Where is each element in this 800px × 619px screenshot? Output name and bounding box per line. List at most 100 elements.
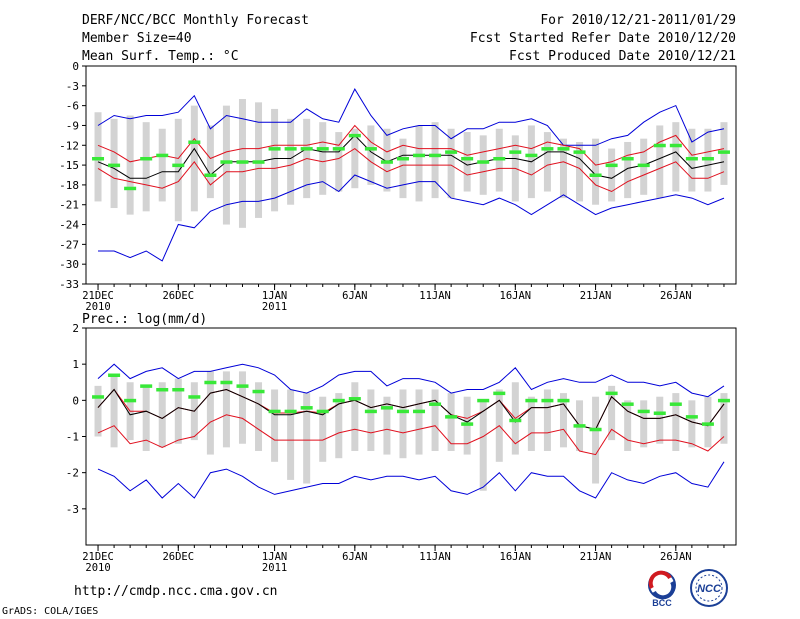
prec-ytick-label: 1 [72,358,79,371]
temp-ytick-label: -24 [59,219,79,232]
temp-observed-5 [172,163,185,168]
prec-observed-12 [284,409,297,414]
temp-observed-10 [252,160,265,164]
prec-observed-13 [300,406,313,410]
temp-observed-0 [92,156,105,161]
prec-box-21 [431,389,439,451]
temp-observed-37 [685,156,698,161]
temp-box-8 [222,105,230,225]
temp-box-12 [287,118,295,205]
temp-box-29 [559,138,567,199]
footer-url[interactable]: http://cmdp.ncc.cma.gov.cn [74,584,278,599]
temp-xtick-label: 21JAN [580,290,612,302]
prec-box-16 [351,382,359,451]
temp-xtick-sublabel: 2010 [85,301,110,313]
temp-observed-17 [364,147,377,151]
temp-xtick-sublabel: 2011 [262,301,287,313]
temp-observed-9 [236,160,249,164]
ncc-logo-text: NCC [697,583,722,595]
temp-box-14 [319,122,327,195]
temp-observed-8 [220,160,233,164]
prec-xtick-label: 26JAN [660,551,692,563]
prec-observed-8 [220,380,233,385]
temp-box-2 [126,115,134,215]
temp-line-lower-blue [98,174,725,262]
temp-ytick-label: -15 [59,159,79,172]
temp-ytick-label: -18 [59,179,79,192]
prec-observed-26 [509,418,522,423]
prec-observed-7 [204,380,217,385]
prec-observed-6 [188,395,201,399]
grads-credit: GrADS: COLA/IGES [2,606,99,617]
temp-observed-18 [380,160,393,164]
prec-box-17 [367,389,375,451]
prec-box-18 [383,396,391,455]
temp-observed-34 [637,163,650,168]
temp-box-18 [383,128,391,192]
prec-xtick-label: 21JAN [580,551,612,563]
prec-observed-17 [364,409,377,414]
temp-observed-11 [268,147,281,151]
prec-observed-27 [525,398,538,403]
prec-box-11 [271,389,279,462]
temp-box-5 [174,118,182,222]
temp-box-22 [447,128,455,199]
temp-box-23 [463,132,471,192]
temp-observed-6 [188,140,201,144]
prec-box-24 [479,400,487,491]
temp-box-32 [608,148,616,202]
prec-ytick-label: -1 [66,431,79,444]
temp-observed-38 [701,156,714,161]
prec-xtick-label: 21DEC [82,551,114,563]
temp-box-7 [206,125,214,199]
temp-plot-frame [85,65,737,285]
temp-observed-21 [429,153,442,158]
prec-box-5 [174,378,182,444]
prec-box-20 [415,389,423,455]
forecast-period-label: For 2010/12/21-2011/01/29 [540,13,736,28]
prec-box-34 [640,400,648,448]
temp-observed-3 [140,156,153,161]
temp-ytick-label: -33 [59,278,79,291]
prec-observed-25 [493,391,506,396]
prec-observed-5 [172,387,185,392]
prec-observed-32 [605,391,618,396]
temp-box-1 [110,118,118,209]
temp-xtick-label: 26JAN [660,290,692,302]
prec-box-38 [704,396,712,448]
prec-box-7 [206,371,214,455]
prec-observed-35 [653,411,666,415]
prec-box-22 [447,393,455,451]
temp-observed-23 [461,156,474,161]
prec-observed-23 [461,422,474,426]
forecast-produced-label: Fcst Produced Date 2010/12/21 [509,49,736,64]
temp-ytick-label: -9 [66,119,79,132]
prec-xtick-label: 26DEC [162,551,194,563]
prec-box-13 [303,393,311,484]
temp-box-11 [271,108,279,212]
temp-observed-1 [108,163,121,168]
temp-observed-31 [589,173,602,177]
temp-observed-2 [124,186,137,191]
prec-observed-22 [445,415,458,419]
temp-xtick-label: 16JAN [500,290,532,302]
chart-title: DERF/NCC/BCC Monthly Forecast [82,13,309,28]
temp-box-35 [656,125,664,199]
temp-observed-36 [669,143,682,148]
prec-line-lower-blue [97,461,725,499]
prec-observed-0 [92,395,105,399]
temp-ytick-label: -6 [66,100,79,113]
temp-observed-13 [300,147,313,151]
temp-observed-26 [509,150,522,154]
prec-line-lower-red [97,414,725,456]
prec-observed-11 [268,409,281,414]
temp-box-6 [190,105,198,212]
temp-box-17 [367,125,375,185]
prec-box-28 [543,389,551,451]
prec-observed-14 [316,409,329,414]
prec-observed-20 [413,409,426,414]
temp-observed-24 [477,160,490,164]
temp-line-upper-blue [97,88,725,146]
temp-box-4 [158,128,166,202]
prec-ytick-label: -2 [66,467,79,480]
